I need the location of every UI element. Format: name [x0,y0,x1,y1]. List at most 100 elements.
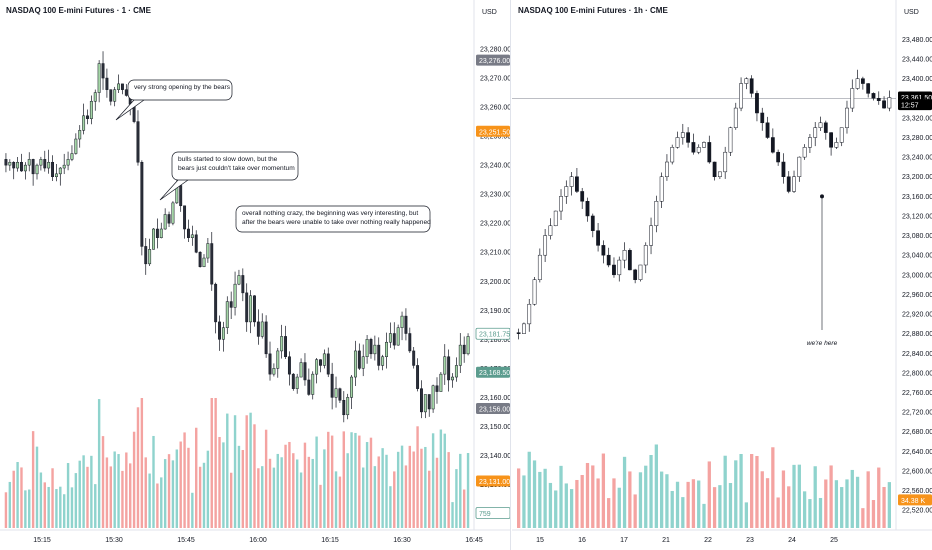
candle-body[interactable] [516,332,521,334]
candle-body[interactable] [458,344,462,366]
candle-body[interactable] [12,161,16,169]
candle-body[interactable] [871,93,876,99]
candle-body[interactable] [187,228,190,238]
candle-body[interactable] [400,315,404,328]
candle-body[interactable] [760,112,765,124]
candle-body[interactable] [443,356,447,375]
candle-body[interactable] [66,159,70,166]
candle-body[interactable] [643,245,648,266]
candle-body[interactable] [23,164,27,172]
candle-body[interactable] [744,78,749,84]
candle-body[interactable] [70,153,74,160]
candle-body[interactable] [210,243,214,285]
candle-body[interactable] [307,379,311,395]
candle-body[interactable] [74,138,78,154]
candle-body[interactable] [194,234,198,253]
candle-body[interactable] [260,321,264,337]
candle-body[interactable] [311,373,315,395]
candle-body[interactable] [617,259,622,276]
candle-body[interactable] [755,93,759,114]
candle-body[interactable] [357,350,361,369]
candle-body[interactable] [659,176,664,202]
candle-body[interactable] [120,83,124,90]
candle-body[interactable] [707,142,712,163]
candle-body[interactable] [665,161,669,177]
annotation-callout[interactable]: very strong opening by the bears [115,79,233,121]
candle-body[interactable] [109,89,113,102]
candle-body[interactable] [322,353,326,366]
candle-body[interactable] [241,275,245,294]
annotation-callout[interactable]: overall nothing crazy, the beginning was… [235,205,431,233]
candle-body[interactable] [404,315,408,334]
candle-body[interactable] [454,365,458,378]
candle-body[interactable] [601,245,606,256]
candle-body[interactable] [385,341,388,357]
candle-body[interactable] [155,228,159,238]
candle-body[interactable] [834,142,839,148]
candle-body[interactable] [117,83,121,90]
candle-body[interactable] [876,98,881,101]
candle-body[interactable] [776,151,781,163]
candle-body[interactable] [86,115,89,119]
candle-body[interactable] [97,63,101,93]
candle-body[interactable] [606,254,611,266]
candle-body[interactable] [198,251,202,267]
candle-body[interactable] [439,373,443,392]
candle-body[interactable] [303,362,307,381]
candle-body[interactable] [447,356,451,381]
candle-body[interactable] [315,359,319,375]
candle-body[interactable] [350,376,354,398]
candle-body[interactable] [89,101,93,119]
left-chart-panel[interactable]: USD 23,280.00 23,270.00 23,260.00 23,250.00 2… [0,0,511,550]
candle-body[interactable] [93,92,97,102]
candle-body[interactable] [416,365,420,389]
candle-body[interactable] [622,250,627,261]
candle-body[interactable] [427,394,431,410]
candle-body[interactable] [237,275,241,285]
candle-body[interactable] [702,142,706,148]
candle-body[interactable] [388,333,392,343]
candle-body[interactable] [649,225,653,246]
candle-body[interactable] [334,388,338,398]
candle-body[interactable] [686,132,691,143]
candle-body[interactable] [54,173,58,178]
candle-body[interactable] [51,161,54,178]
candle-body[interactable] [548,225,553,236]
candle-body[interactable] [287,356,291,375]
candle-body[interactable] [218,321,221,340]
candle-body[interactable] [866,83,871,94]
candle-body[interactable] [27,159,31,166]
candle-body[interactable] [4,159,8,166]
candle-body[interactable] [564,186,569,197]
candle-body[interactable] [670,147,675,163]
candle-body[interactable] [569,176,574,187]
candle-body[interactable] [532,279,537,305]
candle-body[interactable] [855,78,860,89]
candle-body[interactable] [543,235,548,256]
candle-body[interactable] [101,63,105,79]
candle-body[interactable] [280,336,284,352]
candle-body[interactable] [342,400,346,416]
candle-body[interactable] [431,385,435,410]
candle-body[interactable] [256,321,260,337]
candle-body[interactable] [167,214,171,224]
candle-body[interactable] [291,373,295,389]
candle-body[interactable] [124,89,128,96]
candle-body[interactable] [381,356,385,366]
candle-body[interactable] [580,191,585,202]
candle-body[interactable] [882,100,886,109]
candle-body[interactable] [829,132,833,148]
candle-body[interactable] [813,127,818,138]
candle-body[interactable] [802,147,807,158]
candle-body[interactable] [466,336,470,355]
candle-body[interactable] [420,388,423,413]
candle-body[interactable] [16,161,20,169]
candle-body[interactable] [140,161,144,247]
candle-body[interactable] [585,201,590,217]
candle-body[interactable] [522,323,526,334]
candle-body[interactable] [537,254,542,280]
candle-body[interactable] [823,122,828,133]
candle-body[interactable] [373,344,377,355]
candle-body[interactable] [183,205,187,230]
candle-body[interactable] [365,339,369,357]
